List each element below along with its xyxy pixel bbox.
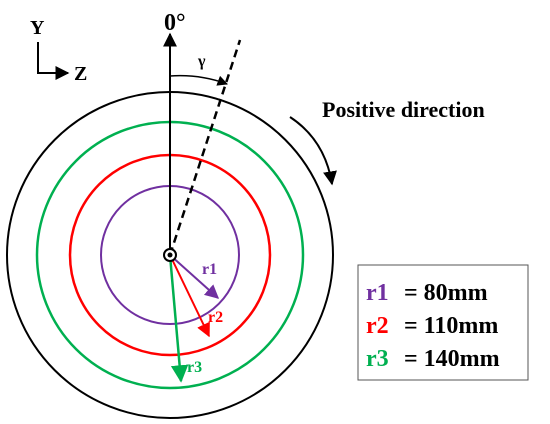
zero-label: 0° xyxy=(164,10,186,36)
r1-arrow xyxy=(169,254,220,299)
center-dot xyxy=(167,252,173,258)
r3-arrow xyxy=(168,254,189,383)
legend-name: r3 xyxy=(366,346,389,372)
coord-axes xyxy=(37,42,70,80)
z-label: Z xyxy=(74,63,87,85)
y-label: Y xyxy=(30,17,45,39)
legend-value: = 140mm xyxy=(404,346,500,372)
r2-label: r2 xyxy=(208,309,223,326)
dashed-line xyxy=(168,39,242,256)
legend-value: = 110mm xyxy=(404,313,498,339)
legend: r1 = 80mm r2 = 110mm r3 = 140mm xyxy=(366,280,500,372)
direction-label: Positive direction xyxy=(322,97,485,122)
angle-label: γ xyxy=(197,53,206,70)
legend-name: r1 xyxy=(366,280,389,306)
legend-box xyxy=(357,264,529,381)
legend-name: r2 xyxy=(366,313,389,339)
r2-arrow xyxy=(169,254,210,338)
legend-value: = 80mm xyxy=(404,280,488,306)
r1-label: r1 xyxy=(202,261,217,278)
r3-label: r3 xyxy=(187,359,202,376)
angle-arc xyxy=(169,74,228,86)
direction-arrow xyxy=(289,116,337,186)
